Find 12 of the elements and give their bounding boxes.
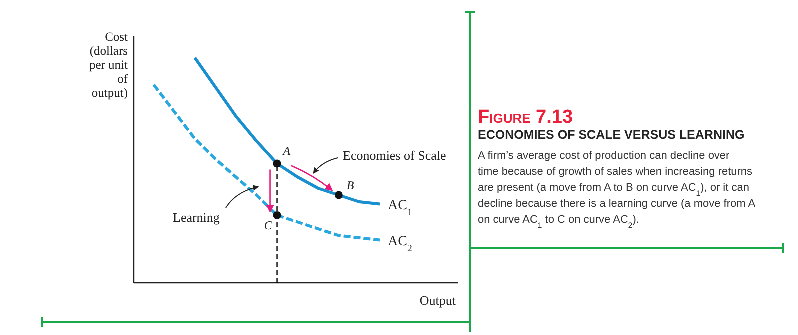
series-label: AC$_{1}$ (388, 198, 412, 218)
annotation: C (264, 218, 274, 232)
annotation: B (346, 178, 355, 192)
y-axis-title: Cost (dollars per unit of output) (89, 30, 129, 100)
annotation: Economies of Scale (343, 148, 446, 163)
text: Figure 7.13 (478, 107, 574, 128)
x-axis-title: Output (420, 293, 456, 308)
text: A firm’s average cost of production can decline over time because of growth of sales when increasing returns are present (a move from A to B on curve AC$_{1}$), or it can decline because there is a learning curve (a move from A on curve AC$_{1}$ to C on curve AC$_{2}$). (478, 150, 756, 230)
text: ECONOMIES OF SCALE VERSUS LEARNING (478, 128, 745, 142)
annotation: A (282, 144, 292, 158)
series-label: AC$_{2}$ (388, 234, 412, 254)
annotation: Learning (173, 210, 220, 225)
